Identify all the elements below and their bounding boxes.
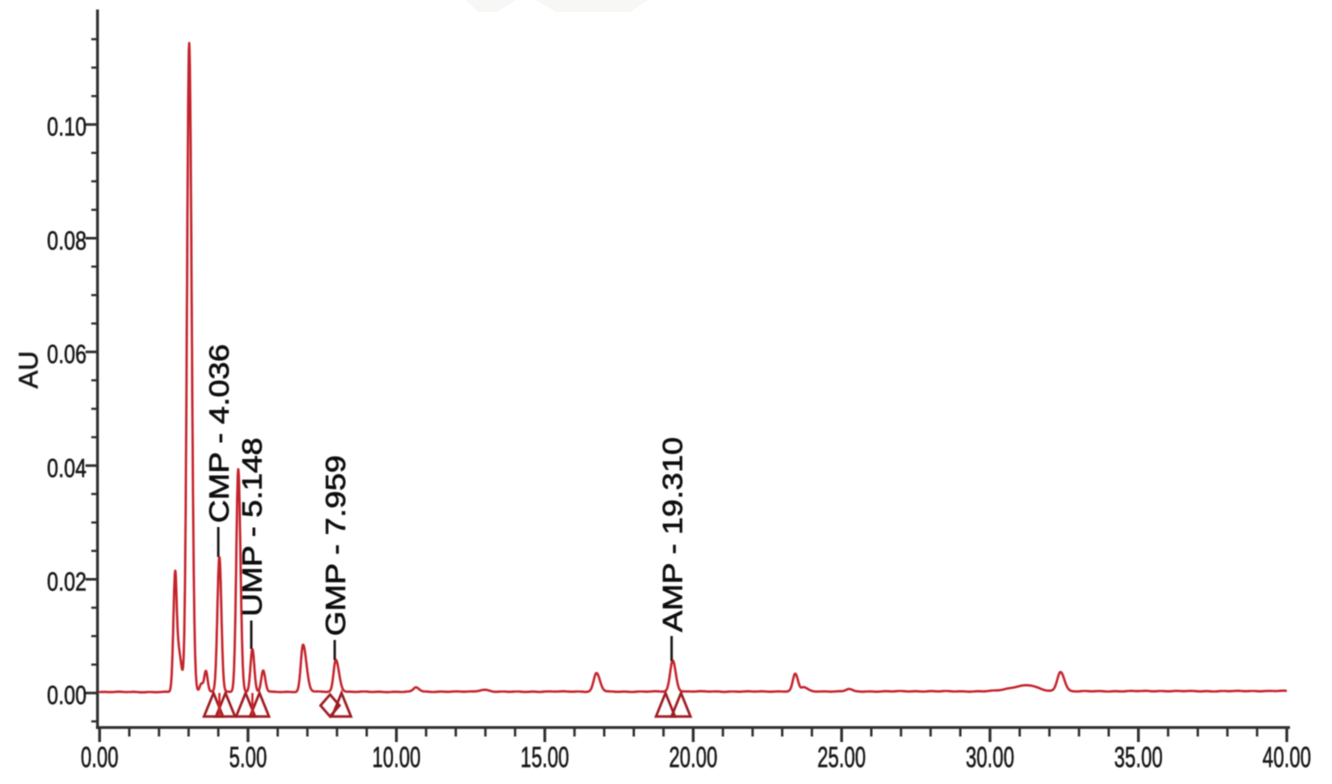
svg-text:UMP - 5.148: UMP - 5.148 (237, 438, 268, 617)
svg-text:0.04: 0.04 (47, 453, 86, 482)
svg-text:0.00: 0.00 (81, 742, 119, 774)
svg-text:0.02: 0.02 (47, 567, 86, 596)
svg-text:20.00: 20.00 (669, 742, 717, 774)
svg-text:GMP - 7.959: GMP - 7.959 (321, 455, 352, 636)
svg-text:25.00: 25.00 (817, 742, 865, 774)
svg-text:0.10: 0.10 (47, 112, 86, 141)
svg-text:AU: AU (14, 351, 44, 389)
svg-text:0.06: 0.06 (47, 340, 86, 369)
svg-text:40.00: 40.00 (1263, 742, 1311, 774)
svg-text:35.00: 35.00 (1114, 742, 1162, 774)
svg-text:5.00: 5.00 (229, 742, 267, 774)
svg-text:15.00: 15.00 (521, 742, 569, 774)
svg-text:CMP - 4.036: CMP - 4.036 (204, 344, 235, 523)
svg-text:10.00: 10.00 (372, 742, 420, 774)
svg-text:0.00: 0.00 (47, 681, 86, 710)
svg-text:30.00: 30.00 (966, 742, 1014, 774)
svg-text:0.08: 0.08 (47, 226, 86, 255)
svg-text:AMP - 19.310: AMP - 19.310 (658, 437, 689, 632)
